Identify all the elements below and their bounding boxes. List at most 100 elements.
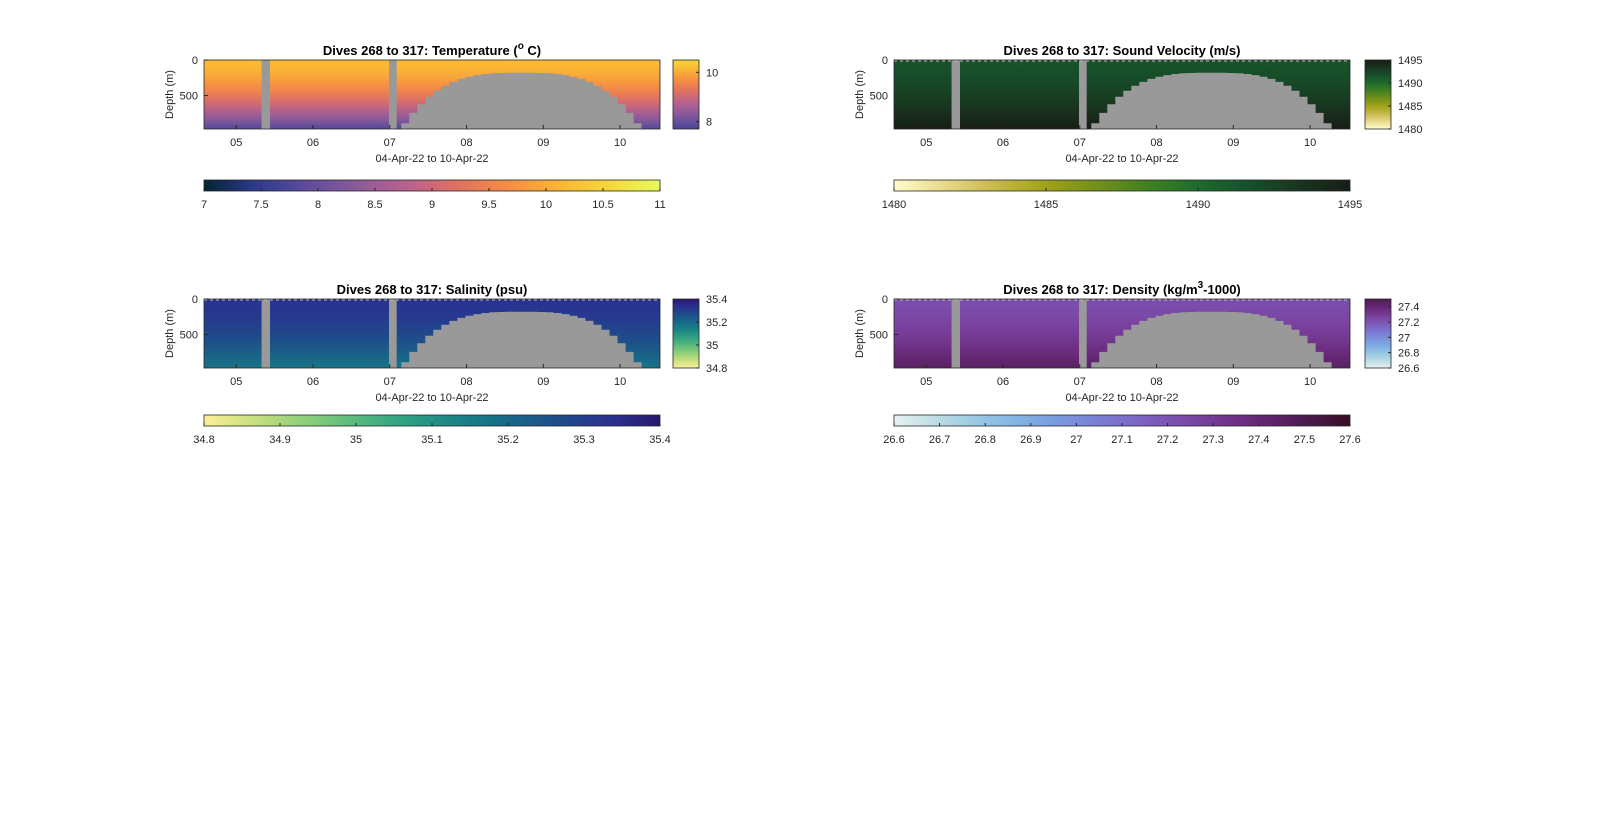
chart-sound-velocity: Dives 268 to 317: Sound Velocity (m/s)05… bbox=[854, 43, 1422, 211]
axes-frame bbox=[893, 298, 1351, 369]
y-axis-label: Depth (m) bbox=[854, 309, 866, 358]
side-colorbar bbox=[1364, 298, 1392, 369]
axes-frame bbox=[203, 59, 661, 130]
side-colorbar-label: 1495 bbox=[1398, 55, 1422, 67]
side-colorbar-label: 35.2 bbox=[706, 317, 727, 329]
colorbar-tick-label: 27.1 bbox=[1111, 434, 1132, 446]
title-text: Dives 268 to 317: Salinity (psu) bbox=[337, 282, 528, 297]
x-tick-label: 07 bbox=[384, 137, 396, 149]
y-axis-label: Depth (m) bbox=[164, 70, 176, 119]
axes-frame bbox=[893, 59, 1351, 130]
y-tick-label: 500 bbox=[870, 91, 888, 103]
colorbar-tick-label: 27.6 bbox=[1339, 434, 1360, 446]
axes-frame bbox=[203, 298, 661, 369]
colorbar-tick-label: 27.2 bbox=[1157, 434, 1178, 446]
y-tick-label: 0 bbox=[192, 294, 198, 306]
title-superscript: o bbox=[518, 41, 524, 52]
x-tick-label: 05 bbox=[230, 137, 242, 149]
chart-title: Dives 268 to 317: Density (kg/m3-1000) bbox=[1003, 280, 1241, 297]
colorbar-tick-label: 1490 bbox=[1186, 199, 1210, 211]
side-colorbar-label: 26.6 bbox=[1398, 363, 1419, 375]
side-colorbar-label: 10 bbox=[706, 67, 718, 79]
y-tick-label: 500 bbox=[870, 330, 888, 342]
side-colorbar-label: 1485 bbox=[1398, 101, 1422, 113]
x-tick-label: 09 bbox=[1227, 137, 1239, 149]
y-tick-label: 500 bbox=[180, 330, 198, 342]
colorbar-tick-label: 27 bbox=[1070, 434, 1082, 446]
title-suffix: -1000) bbox=[1203, 282, 1241, 297]
x-tick-label: 09 bbox=[1227, 376, 1239, 388]
x-tick-label: 07 bbox=[1074, 137, 1086, 149]
colorbar-tick-label: 10.5 bbox=[592, 199, 613, 211]
colorbar-tick-label: 27.4 bbox=[1248, 434, 1269, 446]
x-tick-label: 09 bbox=[537, 376, 549, 388]
colorbar-tick-label: 26.7 bbox=[929, 434, 950, 446]
data-gap-2 bbox=[389, 299, 397, 368]
chart-temperature: Dives 268 to 317: Temperature (o C) 0 500 D… bbox=[164, 41, 718, 211]
title-text: Dives 268 to 317: Density (kg/m bbox=[1003, 282, 1197, 297]
data-gap-2 bbox=[389, 60, 397, 129]
side-colorbar-label: 34.8 bbox=[706, 363, 727, 375]
side-colorbar-label: 1480 bbox=[1398, 124, 1422, 136]
x-tick-label: 10 bbox=[1304, 376, 1316, 388]
colorbar-tick-label: 26.8 bbox=[974, 434, 995, 446]
no-data-region bbox=[401, 72, 642, 129]
chart-title: Dives 268 to 317: Sound Velocity (m/s) bbox=[1004, 43, 1241, 58]
y-tick-label: 500 bbox=[180, 91, 198, 103]
y-tick-label: 0 bbox=[882, 294, 888, 306]
side-colorbar bbox=[672, 298, 700, 369]
chart-salinity: Dives 268 to 317: Salinity (psu) 0 500 Dept… bbox=[164, 282, 727, 446]
side-colorbar-label: 1490 bbox=[1398, 78, 1422, 90]
x-tick-label: 07 bbox=[384, 376, 396, 388]
colorbar-tick-label: 35.4 bbox=[649, 434, 670, 446]
colorbar-tick-label: 35.2 bbox=[497, 434, 518, 446]
colorbar-tick-label: 1495 bbox=[1338, 199, 1362, 211]
side-colorbar bbox=[672, 59, 700, 130]
colorbar-tick-label: 35.1 bbox=[421, 434, 442, 446]
x-axis-label: 04-Apr-22 to 10-Apr-22 bbox=[375, 392, 488, 404]
x-tick-label: 09 bbox=[537, 137, 549, 149]
colorbar-tick-label: 11 bbox=[654, 199, 665, 211]
side-colorbar-label: 26.8 bbox=[1398, 348, 1419, 360]
colorbar-tick-label: 35.3 bbox=[573, 434, 594, 446]
chart-title: Dives 268 to 317: Temperature (o C) bbox=[323, 41, 541, 58]
colorbar-tick-label: 8.5 bbox=[367, 199, 382, 211]
x-tick-label: 07 bbox=[1074, 376, 1086, 388]
x-tick-label: 08 bbox=[460, 137, 472, 149]
horizontal-colorbar bbox=[893, 179, 1351, 192]
x-tick-label: 08 bbox=[1150, 376, 1162, 388]
y-axis-label: Depth (m) bbox=[854, 70, 866, 119]
x-tick-label: 10 bbox=[614, 376, 626, 388]
colorbar-tick-label: 34.9 bbox=[269, 434, 290, 446]
colorbar-tick-label: 34.8 bbox=[193, 434, 214, 446]
data-gap-2 bbox=[1079, 60, 1087, 129]
side-colorbar-label: 27.2 bbox=[1398, 317, 1419, 329]
data-gap-1 bbox=[951, 60, 961, 129]
colorbar-tick-label: 27.3 bbox=[1202, 434, 1223, 446]
colorbar-tick-label: 10 bbox=[540, 199, 552, 211]
x-tick-label: 05 bbox=[920, 376, 932, 388]
x-tick-label: 06 bbox=[307, 376, 319, 388]
title-text: Dives 268 to 317: Temperature ( bbox=[323, 43, 519, 58]
x-tick-label: 06 bbox=[307, 137, 319, 149]
x-tick-label: 10 bbox=[1304, 137, 1316, 149]
colorbar-tick-label: 9 bbox=[429, 199, 435, 211]
chart-density: Dives 268 to 317: Density (kg/m3-1000)05… bbox=[854, 280, 1419, 446]
title-text: Dives 268 to 317: Sound Velocity (m/s) bbox=[1004, 43, 1241, 58]
x-tick-label: 06 bbox=[997, 376, 1009, 388]
side-colorbar-label: 27.4 bbox=[1398, 302, 1419, 314]
x-tick-label: 08 bbox=[460, 376, 472, 388]
x-axis-label: 04-Apr-22 to 10-Apr-22 bbox=[375, 153, 488, 165]
title-suffix: C) bbox=[524, 43, 541, 58]
no-data-region bbox=[1091, 311, 1332, 368]
colorbar-tick-label: 27.5 bbox=[1294, 434, 1315, 446]
colorbar-tick-label: 8 bbox=[315, 199, 321, 211]
colorbar-tick-label: 1485 bbox=[1034, 199, 1058, 211]
x-tick-label: 05 bbox=[920, 137, 932, 149]
colorbar-tick-label: 7.5 bbox=[253, 199, 268, 211]
data-gap-1 bbox=[951, 299, 961, 368]
y-tick-label: 0 bbox=[882, 55, 888, 67]
data-gap-1 bbox=[261, 299, 271, 368]
side-colorbar-label: 8 bbox=[706, 117, 712, 129]
